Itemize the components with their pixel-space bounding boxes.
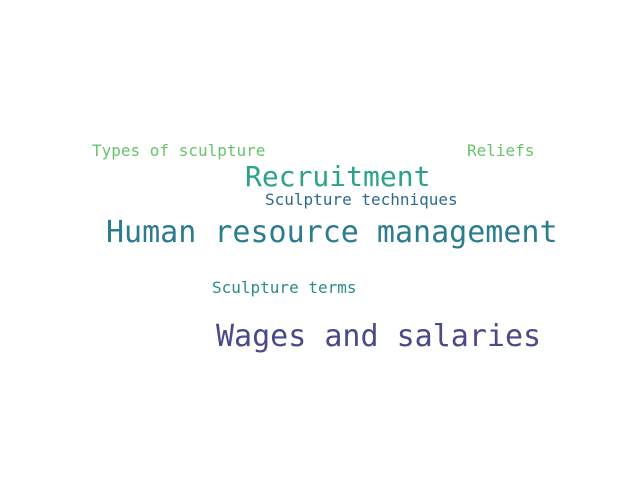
word-recruitment: Recruitment bbox=[245, 160, 431, 193]
word-types-of-sculpture: Types of sculpture bbox=[92, 141, 266, 160]
word-human-resource-management: Human resource management bbox=[106, 215, 558, 250]
word-sculpture-terms: Sculpture terms bbox=[212, 278, 357, 297]
word-wages-and-salaries: Wages and salaries bbox=[216, 319, 542, 354]
word-sculpture-techniques: Sculpture techniques bbox=[265, 190, 458, 209]
word-reliefs: Reliefs bbox=[467, 141, 535, 160]
